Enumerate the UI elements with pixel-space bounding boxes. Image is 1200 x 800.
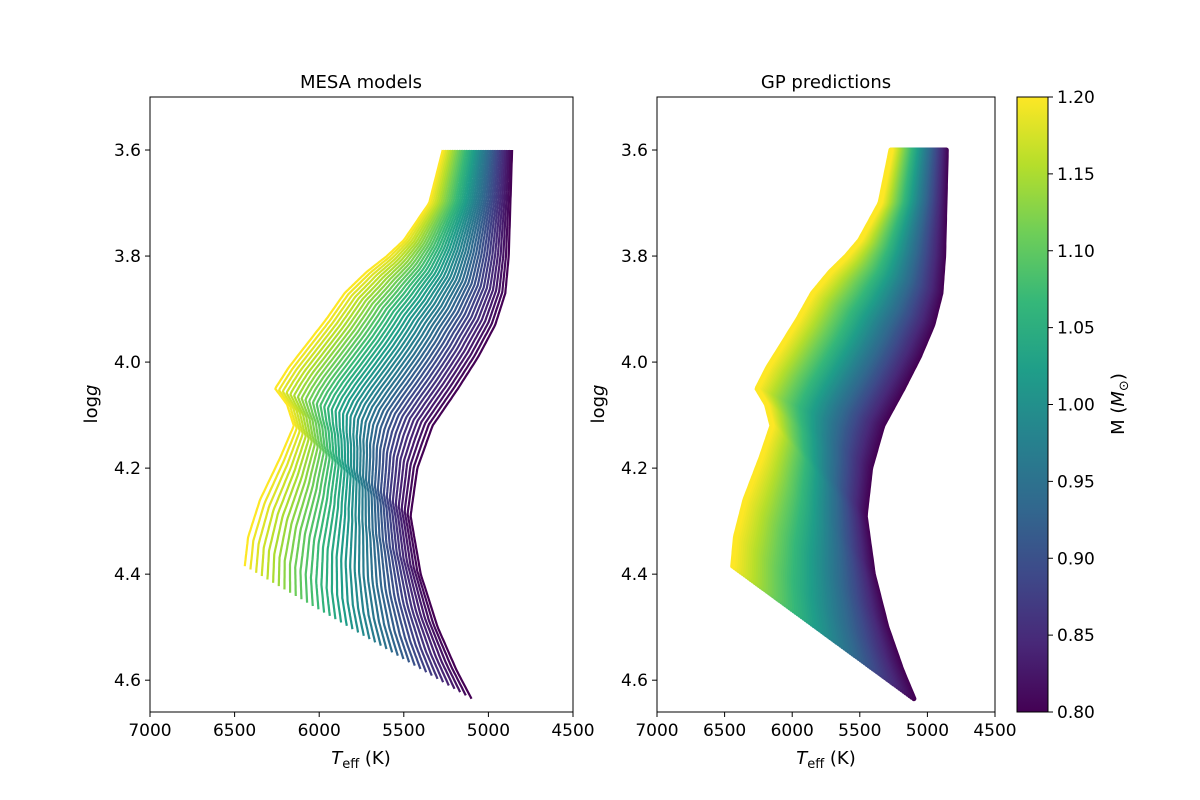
mesa-track-line [368,149,489,653]
left-y-tick-label: 4.4 [114,565,141,585]
mesa-track-line [358,149,484,643]
right-x-tick-label: 6500 [703,721,746,741]
colorbar-tick-label: 1.00 [1057,396,1095,416]
right-y-tick-label: 4.6 [621,671,648,691]
colorbar-tick-label: 1.15 [1057,165,1095,185]
mesa-models-panel: MESA models 7000 6500 6000 5500 5000 4500 3.6… [81,72,595,772]
left-panel-title: MESA models [300,72,422,93]
mesa-track-line [388,149,501,677]
mesa-track-line [382,149,498,670]
mesa-track-line [385,149,500,673]
right-y-axis-label: logg [588,385,609,424]
mesa-track-line [255,149,448,573]
colorbar-tick-label: 0.85 [1057,626,1095,646]
right-y-tick-label: 4.4 [621,565,648,585]
right-x-tick-label: 6000 [771,721,814,741]
mesa-track-line [243,149,444,567]
left-y-tick-label: 4.6 [114,671,141,691]
left-y-ticks: 3.6 3.8 4.0 4.2 4.4 4.6 [114,141,150,691]
mesa-track-line [371,149,491,657]
mesa-track-line [277,149,455,587]
mesa-track-line [400,149,508,690]
colorbar-label: M (M⊙) [1108,373,1132,435]
mesa-track-line [325,149,470,617]
gp-predictions-panel: GP predictions 7000 6500 6000 5500 5000 4500 … [588,72,1017,772]
right-x-tick-label: 5000 [906,721,949,741]
left-y-axis-label: logg [81,385,102,424]
mesa-track-line [309,149,465,607]
mesa-track-line [409,149,514,700]
colorbar-tick-label: 1.10 [1057,242,1095,262]
right-y-tick-label: 3.8 [621,247,648,267]
left-y-tick-label: 4.2 [114,459,141,479]
right-x-tick-label: 4500 [973,721,1016,741]
mesa-track-line [315,149,467,610]
right-y-ticks: 3.6 3.8 4.0 4.2 4.4 4.6 [621,141,657,691]
mesa-track-line [344,149,477,630]
mesa-track-line [376,149,495,663]
colorbar-tick-label: 1.20 [1057,88,1095,108]
mesa-track-line [394,149,505,683]
mesa-track-line [320,149,469,613]
right-x-ticks: 7000 6500 6000 5500 5000 4500 [635,712,1017,741]
mesa-track-line [330,149,472,620]
mesa-track-line [373,149,493,660]
mesa-track-line [403,149,510,693]
mesa-track-line [299,149,462,600]
colorbar-tick-label: 0.90 [1057,549,1095,569]
left-x-axis-label: Teff (K) [331,748,391,772]
mesa-track-line [391,149,503,680]
mesa-track-line [379,149,496,666]
left-axes-frame [149,96,574,713]
left-x-tick-label: 6500 [213,721,256,741]
gp-points [730,147,949,702]
left-x-tick-label: 5000 [467,721,510,741]
mesa-track-line [355,149,482,640]
left-x-tick-label: 5500 [382,721,425,741]
mesa-tracks [243,149,514,700]
mesa-track-line [266,149,451,580]
mass-colorbar: 0.80 0.85 0.90 0.95 1.00 1.05 1.10 1.15 1.20 M (… [1016,88,1132,723]
left-x-tick-label: 7000 [128,721,171,741]
right-y-tick-label: 4.2 [621,459,648,479]
right-x-tick-label: 5500 [838,721,881,741]
colorbar-tick-label: 1.05 [1057,319,1095,339]
left-x-tick-label: 4500 [551,721,594,741]
mesa-track-line [365,149,488,650]
right-panel-title: GP predictions [761,72,891,93]
mesa-track-line [348,149,479,633]
right-y-tick-label: 4.0 [621,353,648,373]
mesa-track-line [260,149,449,577]
right-y-tick-label: 3.6 [621,141,648,161]
right-x-tick-label: 7000 [635,721,678,741]
mesa-track-line [335,149,474,623]
right-x-axis-label: Teff (K) [796,748,856,772]
mesa-track-line [352,149,481,637]
mesa-track-line [272,149,453,583]
colorbar-ticks: 0.80 0.85 0.90 0.95 1.00 1.05 1.10 1.15 1.20 [1048,88,1095,723]
left-x-ticks: 7000 6500 6000 5500 5000 4500 [128,712,595,741]
left-y-tick-label: 3.6 [114,141,141,161]
mesa-track-line [397,149,507,686]
mesa-track-line [361,149,486,646]
right-axes-frame [656,96,996,713]
mesa-track-line [406,149,512,696]
left-y-tick-label: 3.8 [114,247,141,267]
mesa-track-line [340,149,475,626]
mesa-track-line [288,149,458,593]
mesa-track-line [283,149,456,590]
left-y-tick-label: 4.0 [114,353,141,373]
left-x-tick-label: 6000 [298,721,341,741]
mesa-track-line [304,149,463,603]
colorbar-gradient [1016,96,1049,713]
mesa-track-line [294,149,460,597]
gp-prediction-band [730,147,894,569]
colorbar-tick-label: 0.95 [1057,472,1095,492]
colorbar-tick-label: 0.80 [1057,703,1095,723]
mesa-track-line [249,149,446,570]
